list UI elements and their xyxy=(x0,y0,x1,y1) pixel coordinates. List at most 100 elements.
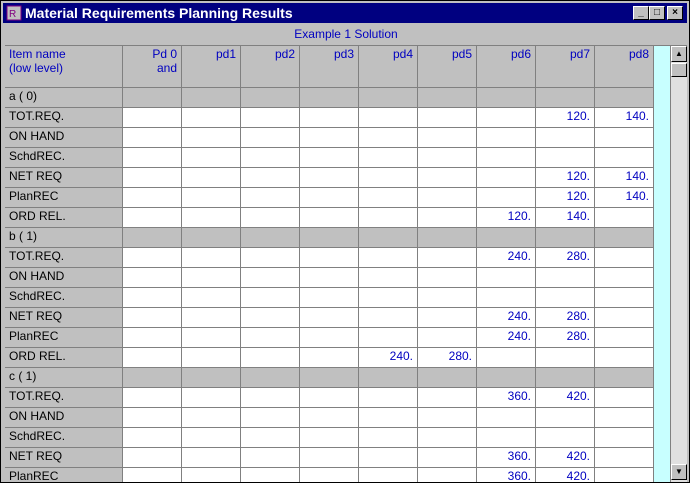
cell xyxy=(359,128,418,148)
cell xyxy=(536,348,595,368)
maximize-button[interactable]: □ xyxy=(649,6,665,20)
cell xyxy=(300,308,359,328)
cell xyxy=(182,188,241,208)
cell xyxy=(300,328,359,348)
cell xyxy=(182,408,241,428)
column-header: Pd 0 and xyxy=(123,46,182,88)
cell xyxy=(477,148,536,168)
cell xyxy=(123,428,182,448)
row-label: ON HAND xyxy=(5,408,123,428)
cell xyxy=(418,148,477,168)
cell xyxy=(477,348,536,368)
group-cell xyxy=(418,228,477,248)
cell xyxy=(182,288,241,308)
column-header: pd5 xyxy=(418,46,477,88)
group-cell xyxy=(477,88,536,108)
cell xyxy=(123,188,182,208)
group-cell xyxy=(595,368,654,388)
cell xyxy=(359,408,418,428)
cell xyxy=(359,308,418,328)
group-cell xyxy=(418,88,477,108)
row-label: ON HAND xyxy=(5,268,123,288)
results-grid: Example 1 Solution Item name (low level)… xyxy=(5,26,687,482)
group-label: a ( 0) xyxy=(5,88,123,108)
table-caption: Example 1 Solution xyxy=(5,26,687,46)
group-cell xyxy=(477,368,536,388)
cell xyxy=(418,388,477,408)
column-header: pd8 xyxy=(595,46,654,88)
group-cell xyxy=(300,368,359,388)
cell xyxy=(123,448,182,468)
cell xyxy=(241,468,300,482)
group-cell xyxy=(241,368,300,388)
cell xyxy=(123,128,182,148)
cell xyxy=(595,308,654,328)
row-label: SchdREC. xyxy=(5,428,123,448)
cell xyxy=(182,168,241,188)
cell xyxy=(477,188,536,208)
cell: 280. xyxy=(536,308,595,328)
close-button[interactable]: × xyxy=(667,6,683,20)
cell xyxy=(182,468,241,482)
cell: 120. xyxy=(536,108,595,128)
cell xyxy=(595,288,654,308)
cell xyxy=(182,308,241,328)
group-cell xyxy=(359,228,418,248)
cell xyxy=(300,428,359,448)
column-header: pd4 xyxy=(359,46,418,88)
row-label: ORD REL. xyxy=(5,348,123,368)
cell xyxy=(182,268,241,288)
scroll-down[interactable]: ▼ xyxy=(671,464,687,480)
vertical-scrollbar[interactable]: ▲ ▼ xyxy=(670,46,687,482)
group-cell xyxy=(536,368,595,388)
title-bar: R Material Requirements Planning Results… xyxy=(3,3,687,23)
cell xyxy=(182,248,241,268)
cell xyxy=(123,168,182,188)
group-cell xyxy=(241,88,300,108)
column-header: pd7 xyxy=(536,46,595,88)
cell xyxy=(182,348,241,368)
cell xyxy=(241,328,300,348)
cell xyxy=(595,408,654,428)
cell xyxy=(241,168,300,188)
cell xyxy=(595,248,654,268)
cell xyxy=(241,268,300,288)
cell xyxy=(300,448,359,468)
column-header: pd3 xyxy=(300,46,359,88)
window-title: Material Requirements Planning Results xyxy=(25,5,293,21)
row-label: TOT.REQ. xyxy=(5,108,123,128)
scroll-thumb[interactable] xyxy=(671,63,687,77)
cell xyxy=(418,168,477,188)
cell xyxy=(123,248,182,268)
cell xyxy=(536,428,595,448)
cell xyxy=(595,388,654,408)
cell xyxy=(123,328,182,348)
cell xyxy=(477,428,536,448)
cell xyxy=(182,208,241,228)
cell: 240. xyxy=(359,348,418,368)
spacer xyxy=(654,46,670,482)
cell xyxy=(359,448,418,468)
cell: 280. xyxy=(418,348,477,368)
cell xyxy=(418,188,477,208)
cell xyxy=(241,148,300,168)
column-header: Item name (low level) xyxy=(5,46,123,88)
cell xyxy=(123,388,182,408)
cell: 140. xyxy=(536,208,595,228)
row-label: SchdREC. xyxy=(5,148,123,168)
scroll-up[interactable]: ▲ xyxy=(671,46,687,62)
cell xyxy=(300,128,359,148)
group-label: c ( 1) xyxy=(5,368,123,388)
group-cell xyxy=(536,88,595,108)
cell xyxy=(182,428,241,448)
minimize-button[interactable]: _ xyxy=(633,6,649,20)
row-label: ORD REL. xyxy=(5,208,123,228)
cell xyxy=(418,108,477,128)
row-label: TOT.REQ. xyxy=(5,388,123,408)
row-label: ON HAND xyxy=(5,128,123,148)
cell: 420. xyxy=(536,468,595,482)
cell xyxy=(300,148,359,168)
cell xyxy=(359,108,418,128)
cell: 240. xyxy=(477,308,536,328)
